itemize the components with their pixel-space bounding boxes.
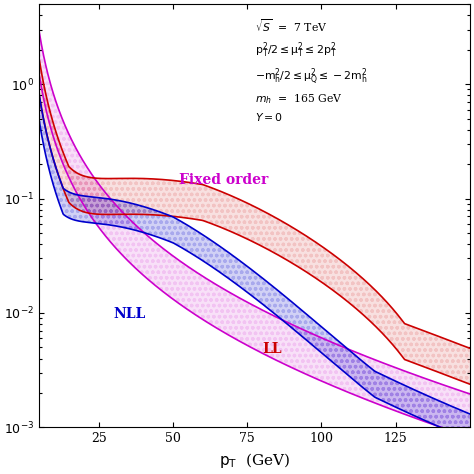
Text: NLL: NLL	[113, 307, 146, 321]
X-axis label: $\mathrm{p_T}$  (GeV): $\mathrm{p_T}$ (GeV)	[219, 451, 290, 470]
Text: Fixed order: Fixed order	[179, 173, 268, 187]
Text: LL: LL	[262, 342, 282, 356]
Text: $\sqrt{S}$  =  7 TeV
$\mathrm{p_T^{2}/2 \leq \mu_T^{2} \leq 2p_T^{2}}$
$\mathrm{: $\sqrt{S}$ = 7 TeV $\mathrm{p_T^{2}/2 \l…	[255, 17, 367, 123]
